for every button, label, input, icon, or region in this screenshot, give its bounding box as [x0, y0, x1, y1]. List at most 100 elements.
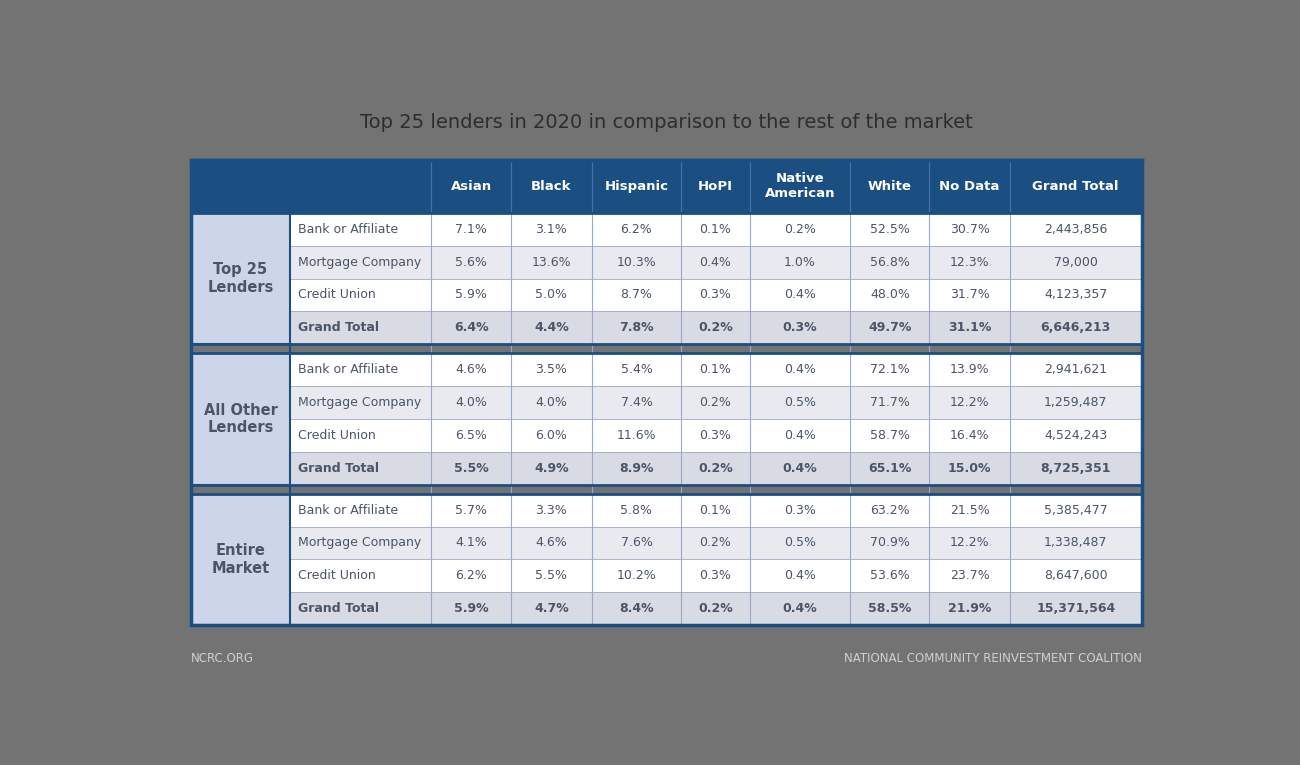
Bar — [191, 160, 432, 213]
Bar — [750, 452, 850, 484]
Bar — [592, 452, 681, 484]
Bar — [750, 559, 850, 592]
Text: 0.3%: 0.3% — [784, 503, 816, 516]
Bar — [290, 559, 432, 592]
Text: 4.0%: 4.0% — [536, 396, 567, 409]
Bar — [290, 419, 432, 452]
Text: 0.5%: 0.5% — [784, 396, 816, 409]
Text: 7.4%: 7.4% — [620, 396, 653, 409]
Bar — [432, 160, 511, 213]
Text: Credit Union: Credit Union — [299, 288, 376, 301]
Bar — [850, 526, 930, 559]
Bar — [511, 213, 592, 246]
Text: 31.7%: 31.7% — [950, 288, 989, 301]
Bar — [930, 559, 1010, 592]
Text: 70.9%: 70.9% — [870, 536, 910, 549]
Bar — [930, 213, 1010, 246]
Text: 0.2%: 0.2% — [784, 223, 816, 236]
Text: 8.4%: 8.4% — [619, 602, 654, 615]
Bar — [191, 344, 1141, 353]
Text: 13.9%: 13.9% — [950, 363, 989, 376]
Bar — [592, 311, 681, 344]
Bar — [1010, 246, 1141, 278]
Bar — [511, 452, 592, 484]
Bar — [1010, 353, 1141, 386]
Text: 0.2%: 0.2% — [698, 461, 733, 474]
Text: 0.3%: 0.3% — [699, 288, 732, 301]
Bar — [432, 452, 511, 484]
Text: Hispanic: Hispanic — [604, 180, 668, 193]
Bar — [850, 559, 930, 592]
Text: 2,443,856: 2,443,856 — [1044, 223, 1108, 236]
Text: 6,646,213: 6,646,213 — [1040, 321, 1110, 334]
Text: Entire
Market: Entire Market — [212, 543, 269, 575]
Text: 6.2%: 6.2% — [455, 569, 488, 582]
Text: Bank or Affiliate: Bank or Affiliate — [299, 223, 399, 236]
Bar — [290, 353, 432, 386]
Text: 5.9%: 5.9% — [455, 288, 488, 301]
Bar — [432, 559, 511, 592]
Text: NATIONAL COMMUNITY REINVESTMENT COALITION: NATIONAL COMMUNITY REINVESTMENT COALITIO… — [844, 652, 1141, 665]
Bar — [511, 278, 592, 311]
Bar — [511, 526, 592, 559]
Text: 4.7%: 4.7% — [534, 602, 569, 615]
Text: Top 25
Lenders: Top 25 Lenders — [208, 262, 274, 295]
Text: 12.2%: 12.2% — [950, 396, 989, 409]
Bar — [850, 311, 930, 344]
Text: Credit Union: Credit Union — [299, 429, 376, 442]
Bar — [681, 246, 750, 278]
Bar — [290, 246, 432, 278]
Text: 0.3%: 0.3% — [783, 321, 818, 334]
Text: 7.8%: 7.8% — [619, 321, 654, 334]
Bar — [681, 526, 750, 559]
Text: 6.5%: 6.5% — [455, 429, 488, 442]
Bar — [592, 592, 681, 625]
Text: 31.1%: 31.1% — [948, 321, 991, 334]
Bar — [750, 246, 850, 278]
Text: 8.7%: 8.7% — [620, 288, 653, 301]
Text: 5,385,477: 5,385,477 — [1044, 503, 1108, 516]
Bar — [592, 353, 681, 386]
Bar — [511, 494, 592, 526]
Text: 5.6%: 5.6% — [455, 256, 488, 269]
Text: 0.4%: 0.4% — [784, 429, 816, 442]
Bar — [930, 452, 1010, 484]
Text: Grand Total: Grand Total — [299, 461, 380, 474]
Text: 7.6%: 7.6% — [620, 536, 653, 549]
Text: 4,123,357: 4,123,357 — [1044, 288, 1108, 301]
Bar — [681, 559, 750, 592]
Bar — [750, 213, 850, 246]
Text: 13.6%: 13.6% — [532, 256, 571, 269]
Text: 52.5%: 52.5% — [870, 223, 910, 236]
Bar — [930, 419, 1010, 452]
Text: Credit Union: Credit Union — [299, 569, 376, 582]
Bar — [850, 386, 930, 419]
Text: 0.1%: 0.1% — [699, 363, 732, 376]
Text: 0.4%: 0.4% — [784, 363, 816, 376]
Bar — [432, 419, 511, 452]
Bar — [930, 160, 1010, 213]
Text: 0.4%: 0.4% — [784, 569, 816, 582]
Text: 8,647,600: 8,647,600 — [1044, 569, 1108, 582]
Bar — [511, 246, 592, 278]
Bar — [1010, 160, 1141, 213]
Bar — [850, 160, 930, 213]
Bar — [592, 386, 681, 419]
Text: 23.7%: 23.7% — [950, 569, 989, 582]
Text: 0.3%: 0.3% — [699, 429, 732, 442]
Text: 0.2%: 0.2% — [698, 602, 733, 615]
Text: White: White — [868, 180, 911, 193]
Text: 0.3%: 0.3% — [699, 569, 732, 582]
Text: 10.3%: 10.3% — [616, 256, 656, 269]
Bar — [592, 278, 681, 311]
Bar — [290, 386, 432, 419]
Bar — [1010, 213, 1141, 246]
Text: 79,000: 79,000 — [1054, 256, 1097, 269]
Bar — [850, 213, 930, 246]
Bar — [432, 278, 511, 311]
Text: 8,725,351: 8,725,351 — [1040, 461, 1112, 474]
Bar — [681, 160, 750, 213]
Text: 6.0%: 6.0% — [536, 429, 567, 442]
Text: Black: Black — [532, 180, 572, 193]
Text: HoPI: HoPI — [698, 180, 733, 193]
